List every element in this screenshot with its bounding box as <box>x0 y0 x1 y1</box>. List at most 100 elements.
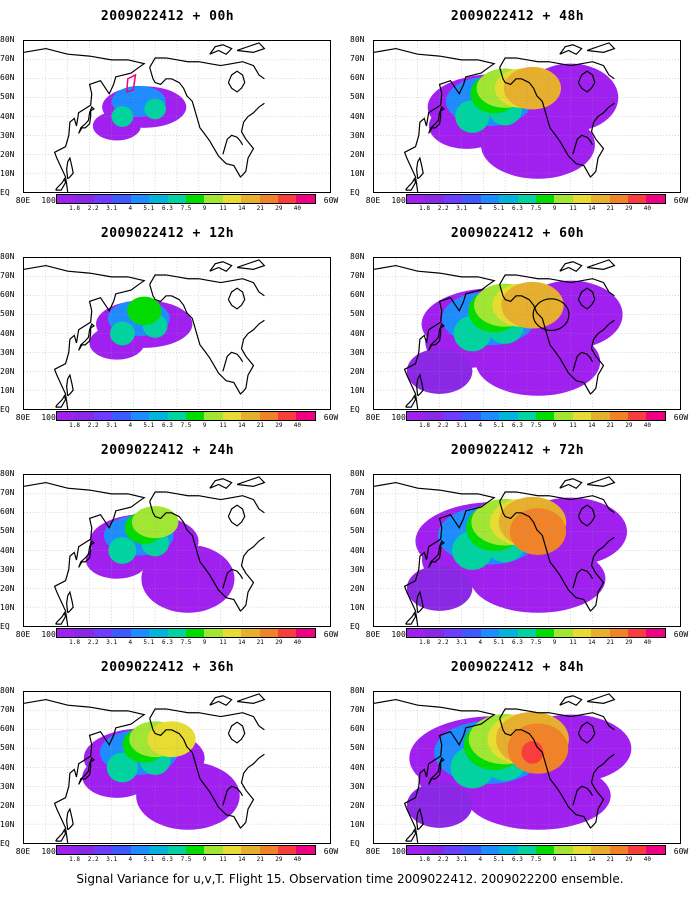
latitude-label: 10N <box>0 819 15 829</box>
colorbar-swatch <box>241 629 260 637</box>
colorbar-label: 11 <box>219 205 227 212</box>
colorbar-swatch <box>646 846 665 854</box>
colorbar-label: 4 <box>128 422 133 429</box>
latitude-label: 60N <box>350 724 365 734</box>
longitude-label: 80E <box>365 196 381 205</box>
latitude-label: 10N <box>0 168 15 178</box>
panel-title: 2009022412 + 24h <box>100 443 235 458</box>
latitude-label: 60N <box>350 507 365 517</box>
colorbar-swatch <box>112 846 131 854</box>
coastline <box>499 57 615 80</box>
colorbar-label: 21 <box>606 856 614 863</box>
colorbar-swatch <box>167 629 186 637</box>
coastline <box>227 504 246 527</box>
colorbar-label: 29 <box>275 422 283 429</box>
colorbar-label: 2.2 <box>87 639 99 646</box>
variance-contour <box>501 281 564 329</box>
colorbar-swatch <box>572 629 592 637</box>
latitude-label: 20N <box>0 149 15 159</box>
colorbar-label: 4 <box>478 422 483 429</box>
colorbar-swatch <box>149 412 168 420</box>
colorbar-swatch <box>407 846 426 854</box>
colorbar-label: 5.1 <box>493 856 505 863</box>
colorbar-swatch <box>628 195 647 203</box>
latitude-axis: 80N 70N 60N 50N 40N 30N 20N 10N EQ <box>0 470 22 631</box>
colorbar-swatch <box>480 195 500 203</box>
colorbar-swatch <box>204 629 223 637</box>
latitude-label: 80N <box>0 686 15 695</box>
colorbar-swatch <box>185 846 205 854</box>
longitude-label: 100E <box>41 413 61 422</box>
panel-title: 2009022412 + 84h <box>450 660 585 675</box>
coastline <box>428 323 445 351</box>
colorbar-label: 2.2 <box>437 205 449 212</box>
colorbar-swatch <box>222 412 242 420</box>
latitude-label: 30N <box>0 564 15 574</box>
coastline <box>586 693 616 704</box>
colorbar-swatch <box>167 412 186 420</box>
colorbar-swatch <box>278 412 297 420</box>
coastline <box>559 261 583 272</box>
latitude-axis: 80N 70N 60N 50N 40N 30N 20N 10N EQ <box>0 687 22 848</box>
colorbar-swatch <box>204 846 223 854</box>
colorbar-swatch <box>259 412 279 420</box>
colorbar-swatch <box>554 629 573 637</box>
colorbar-label: 11 <box>219 639 227 646</box>
coastline <box>428 540 445 568</box>
latitude-label: 70N <box>0 54 15 64</box>
colorbar-label: 3.1 <box>456 205 468 212</box>
coastline <box>209 695 233 706</box>
colorbar: 1.8 2.2 3.1 4 5.1 6.3 7.5 9 11 14 21 29 40 <box>406 628 666 647</box>
colorbar-swatch <box>499 629 518 637</box>
colorbar-swatch <box>609 195 629 203</box>
variance-contour <box>147 721 196 758</box>
coastline <box>572 134 594 155</box>
latitude-label: 20N <box>0 583 15 593</box>
colorbar-swatch <box>93 629 113 637</box>
colorbar-swatch <box>112 412 131 420</box>
coastline <box>586 42 616 53</box>
colorbar-label: 5.1 <box>493 422 505 429</box>
coastline <box>24 481 146 626</box>
colorbar-swatch <box>425 629 444 637</box>
colorbar-label: 7.5 <box>530 422 542 429</box>
latitude-label: 40N <box>350 111 365 121</box>
colorbar-label: 11 <box>569 422 577 429</box>
longitude-label: 100E <box>391 630 411 639</box>
latitude-label: 40N <box>0 111 15 121</box>
latitude-label: 20N <box>350 800 365 810</box>
coastline <box>405 394 417 408</box>
variance-contour <box>127 296 162 326</box>
coastline <box>577 504 596 527</box>
colorbar-swatch <box>443 846 463 854</box>
latitude-label: 80N <box>350 35 365 44</box>
colorbar-swatch <box>149 195 168 203</box>
coastline <box>149 708 265 731</box>
colorbar-label: 14 <box>588 205 596 212</box>
coastline <box>405 828 417 842</box>
coastline <box>236 476 266 487</box>
latitude-axis: 80N 70N 60N 50N 40N 30N 20N 10N EQ <box>0 36 22 197</box>
latitude-label: 30N <box>350 564 365 574</box>
latitude-label: 70N <box>0 705 15 715</box>
colorbar-label: 9 <box>202 639 207 646</box>
colorbar-label: 1.8 <box>419 205 430 212</box>
latitude-label: 20N <box>0 800 15 810</box>
map-panel: 2009022412 + 24h 80N 70N 60N 50N 40N 30N 20N 10N… <box>0 434 338 646</box>
longitude-label: 60W <box>323 196 339 205</box>
coastline <box>227 70 246 93</box>
colorbar-swatch <box>535 195 555 203</box>
coastline <box>209 261 233 272</box>
colorbar-swatch <box>130 629 150 637</box>
colorbar-label: 21 <box>606 639 614 646</box>
colorbar-swatch <box>149 846 168 854</box>
colorbar-label: 1.8 <box>419 639 430 646</box>
longitude-label: 80E <box>365 630 381 639</box>
latitude-label: 60N <box>0 73 15 83</box>
colorbar-swatch <box>93 846 113 854</box>
colorbar-label: 7.5 <box>180 422 192 429</box>
colorbar-swatch <box>462 412 481 420</box>
coastline <box>24 264 146 409</box>
longitude-label: 80E <box>365 847 381 856</box>
colorbar-swatch <box>591 412 610 420</box>
